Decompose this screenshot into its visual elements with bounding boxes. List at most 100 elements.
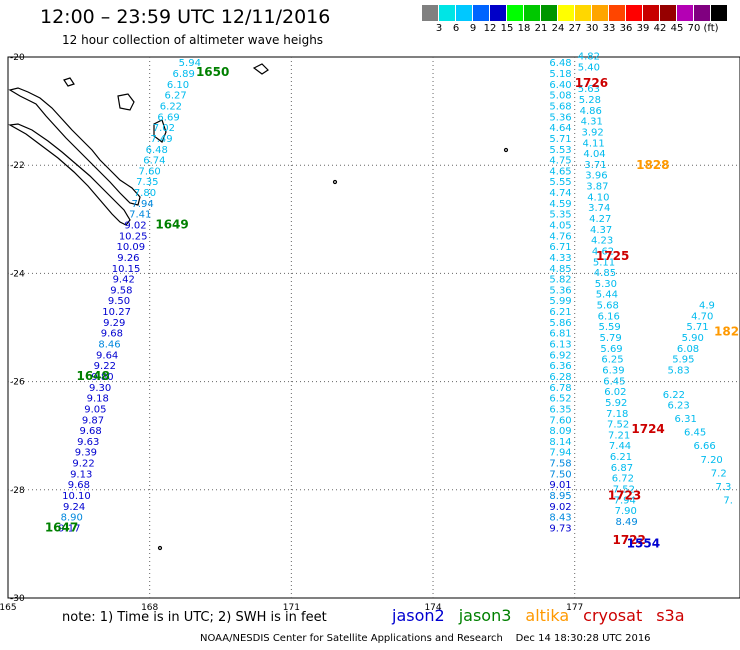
wave-height-value: 9.01 <box>549 480 571 491</box>
altimeter-tracks: 5.946.896.106.276.226.697.027.496.486.74… <box>58 52 733 535</box>
legend-item: jason3 <box>458 606 512 625</box>
wave-height-value: 5.68 <box>597 301 619 312</box>
wave-height-value: 9.68 <box>101 329 123 340</box>
wave-height-value: 4.33 <box>549 253 571 264</box>
wave-height-value: 5.68 <box>549 101 571 112</box>
wave-height-value: 6.45 <box>603 376 625 387</box>
wave-height-value: 10.10 <box>62 491 91 502</box>
units-note: note: 1) Time is in UTC; 2) SWH is in fe… <box>62 610 327 625</box>
pass-time-labels: 1650 1649 1648 1647 1726 1725 1724 1723 17221554… <box>45 65 739 551</box>
wave-height-value: 6.72 <box>612 474 634 485</box>
scale-label: 36 <box>619 23 633 34</box>
wave-height-value: 8.09 <box>549 426 571 437</box>
wave-height-value: 9.02 <box>124 220 146 231</box>
wave-height-value: 7.02 <box>153 123 175 134</box>
wave-height-value: 6.40 <box>549 80 571 91</box>
pass-time-label: 1650 <box>196 65 229 79</box>
wave-height-value: 5.79 <box>599 333 621 344</box>
x-tick-label: 168 <box>141 603 158 613</box>
scale-swatch <box>660 5 676 21</box>
track-t4: 6.226.23 6.31 6.45 6.66 7.20 7.2 7.3 7. <box>663 390 733 506</box>
map-title: 12:00 – 23:59 UTC 12/11/2016 <box>40 6 331 28</box>
scale-label: 45 <box>670 23 684 34</box>
wave-height-value: 4.23 <box>591 236 613 247</box>
x-tick-label: 171 <box>283 603 300 613</box>
scale-label: 21 <box>534 23 548 34</box>
pass-time-label: 182 <box>714 325 739 339</box>
scale-swatch <box>524 5 540 21</box>
wave-height-value: 5.18 <box>549 69 571 80</box>
wave-height-value: 9.22 <box>94 361 116 372</box>
scale-label: 33 <box>602 23 616 34</box>
wave-height-value: 5.94 <box>179 58 201 69</box>
pass-time-label: 1828 <box>636 158 669 172</box>
wave-height-value: 6.21 <box>610 452 632 463</box>
wave-height-value: 7.52 <box>607 420 629 431</box>
wave-height-value: 7.94 <box>131 199 153 210</box>
wave-height-value: 6.31 <box>675 414 697 425</box>
wave-height-value: 9.05 <box>84 404 106 415</box>
wave-height-value: 3.87 <box>586 182 608 193</box>
legend-item: cryosat <box>583 606 643 625</box>
wave-height-value: 4.62 <box>592 246 614 257</box>
wave-height-value: 7.60 <box>139 166 161 177</box>
wave-height-value: 9.87 <box>82 415 104 426</box>
scale-label: 42 <box>653 23 667 34</box>
scale-swatch <box>592 5 608 21</box>
wave-height-value: 9.30 <box>89 383 111 394</box>
scale-swatch <box>456 5 472 21</box>
scale-label: 24 <box>551 23 565 34</box>
wave-height-value: 9.63 <box>77 437 99 448</box>
map-subtitle: 12 hour collection of altimeter wave hei… <box>62 33 324 47</box>
scale-swatch <box>643 5 659 21</box>
wave-height-value: 4.85 <box>549 264 571 275</box>
wave-height-value: 9.58 <box>110 285 132 296</box>
wave-height-value: 7.90 <box>615 506 637 517</box>
wave-height-value: 9.39 <box>75 448 97 459</box>
wave-height-value: 6.81 <box>549 329 571 340</box>
scale-swatch <box>439 5 455 21</box>
wave-height-value: 7.18 <box>606 409 628 420</box>
wave-height-value: 7.44 <box>609 441 631 452</box>
y-tick-label: -28 <box>10 486 25 496</box>
wave-height-value: 5.95 <box>672 355 694 366</box>
wave-height-value: 6.23 <box>667 401 689 412</box>
scale-swatch <box>575 5 591 21</box>
wave-height-value: 7.80 <box>134 188 156 199</box>
wave-height-value: 9.17 <box>58 523 80 534</box>
wave-height-value: 4.37 <box>590 225 612 236</box>
legend-item: jason2 <box>392 606 445 625</box>
track-t2: 6.485.186.405.085.685.364.645.715.534.75… <box>549 58 571 534</box>
wave-height-value: 9.73 <box>549 523 571 534</box>
wave-height-value: 7.2 <box>711 468 727 479</box>
wave-height-value: 5.40 <box>578 63 600 74</box>
wave-height-value: 5.11 <box>593 257 615 268</box>
wave-height-value: 8.43 <box>549 513 571 524</box>
scale-label: 15 <box>500 23 514 34</box>
coastline-islet-4 <box>252 63 269 75</box>
wave-height-value: 5.63 <box>578 84 600 95</box>
wave-height-value: 7.49 <box>150 134 172 145</box>
wave-height-value: 3.71 <box>584 160 606 171</box>
x-tick-label: 165 <box>0 603 17 613</box>
wave-height-value: 6.25 <box>601 355 623 366</box>
wave-height-value: 6.52 <box>549 394 571 405</box>
wave-height-value: 5.08 <box>549 91 571 102</box>
wave-height-value: 5.36 <box>549 112 571 123</box>
y-tick-label: -22 <box>10 161 25 171</box>
wave-height-value: 5.44 <box>596 290 618 301</box>
pass-time-label: 1554 <box>627 537 660 551</box>
scale-swatch <box>711 5 727 21</box>
track-t1: 5.946.896.106.276.226.697.027.496.486.74… <box>58 58 201 534</box>
wave-height-value: 9.68 <box>80 426 102 437</box>
wave-height-value: 9.68 <box>68 480 90 491</box>
coastline-islet-7 <box>157 545 163 551</box>
scale-swatch <box>677 5 693 21</box>
wave-height-value: 8.95 <box>549 491 571 502</box>
scale-label: (ft) <box>703 23 719 34</box>
wave-height-value: 9.22 <box>72 459 94 470</box>
wave-height-value: 5.82 <box>549 275 571 286</box>
wave-height-value: 6.74 <box>143 156 165 167</box>
pass-time-label: 1726 <box>575 76 608 90</box>
